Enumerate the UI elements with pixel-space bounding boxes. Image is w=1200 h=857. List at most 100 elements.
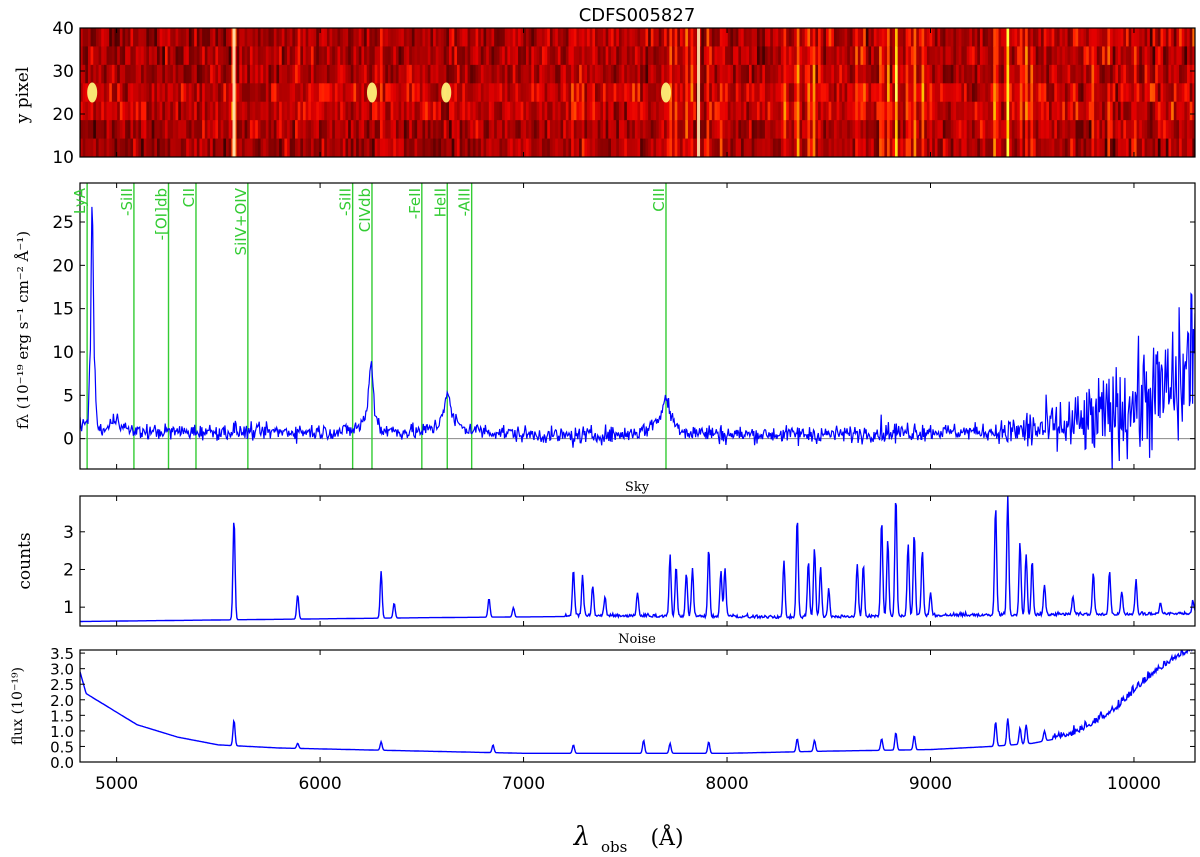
image-cell [199,138,203,157]
image-cell [1038,64,1042,84]
image-cell [634,64,639,84]
image-cell [356,64,360,84]
image-cell [1035,64,1039,84]
image-cell [852,46,856,66]
image-cell [1006,28,1010,48]
image-cell [1056,83,1061,103]
image-cell [377,64,381,84]
image-cell [871,120,875,140]
image-cell [810,120,814,140]
image-cell [1014,120,1018,140]
image-cell [825,46,830,66]
image-cell [677,101,681,121]
image-cell [303,46,307,66]
image-cell [533,138,538,157]
image-cell [523,138,527,157]
image-cell [807,28,811,48]
image-cell [526,120,530,140]
image-cell [1125,83,1130,103]
image-cell [852,120,856,140]
image-cell [393,64,397,84]
image-cell [114,138,118,157]
image-cell [504,101,509,121]
image-cell [273,83,278,103]
image-cell [467,138,471,157]
image-cell [624,83,628,103]
image-cell [613,120,617,140]
image-cell [361,64,365,84]
image-cell [406,120,410,140]
image-cell [759,64,763,84]
image-cell [141,64,145,84]
image-cell [348,28,352,48]
image-cell [218,101,222,121]
image-cell [515,101,519,121]
image-cell [536,83,540,103]
image-cell [555,101,559,121]
image-cell [1033,28,1037,48]
image-cell [693,28,697,48]
image-cell [502,101,506,121]
image-cell [133,28,137,48]
image-cell [247,83,251,103]
image-cell [1133,64,1138,84]
image-cell [974,120,978,140]
image-cell [701,83,705,103]
image-cell [411,28,416,48]
image-cell [698,101,702,121]
image-cell [579,83,583,103]
image-cell [804,101,809,121]
image-cell [241,101,246,121]
image-cell [1022,46,1026,66]
image-cell [114,46,118,66]
image-cell [722,64,726,84]
image-cell [449,64,453,84]
image-cell [828,28,832,48]
image-cell [419,28,424,48]
image-cell [303,138,307,157]
image-cell [1054,64,1058,84]
image-cell [940,46,944,66]
image-cell [818,120,822,140]
image-cell [847,83,851,103]
image-cell [595,64,599,84]
image-cell [916,120,920,140]
image-cell [82,46,86,66]
image-cell [287,46,291,66]
image-cell [178,101,182,121]
image-cell [942,138,947,157]
image-cell [926,120,931,140]
image-cell [472,138,477,157]
image-cell [1118,83,1122,103]
image-cell [329,64,333,84]
image-cell [565,28,570,48]
image-cell [395,28,400,48]
image-cell [956,64,960,84]
image-cell [1003,101,1008,121]
image-cell [1067,120,1071,140]
image-cell [393,28,397,48]
image-cell [738,138,742,157]
image-cell [764,83,769,103]
image-cell [945,138,949,157]
image-cell [135,120,140,140]
image-cell [1043,101,1047,121]
image-cell [571,28,575,48]
image-cell [934,101,939,121]
image-cell [831,64,835,84]
image-cell [289,120,293,140]
image-cell [730,120,734,140]
image-cell [1125,64,1130,84]
image-cell [711,101,716,121]
image-cell [364,138,368,157]
image-cell [727,83,732,103]
image-cell [810,46,814,66]
image-cell [127,83,132,103]
image-cell [1033,46,1037,66]
image-cell [1038,120,1042,140]
image-cell [263,120,267,140]
image-cell [441,28,445,48]
image-cell [876,120,880,140]
image-cell [539,64,543,84]
image-cell [1091,101,1095,121]
